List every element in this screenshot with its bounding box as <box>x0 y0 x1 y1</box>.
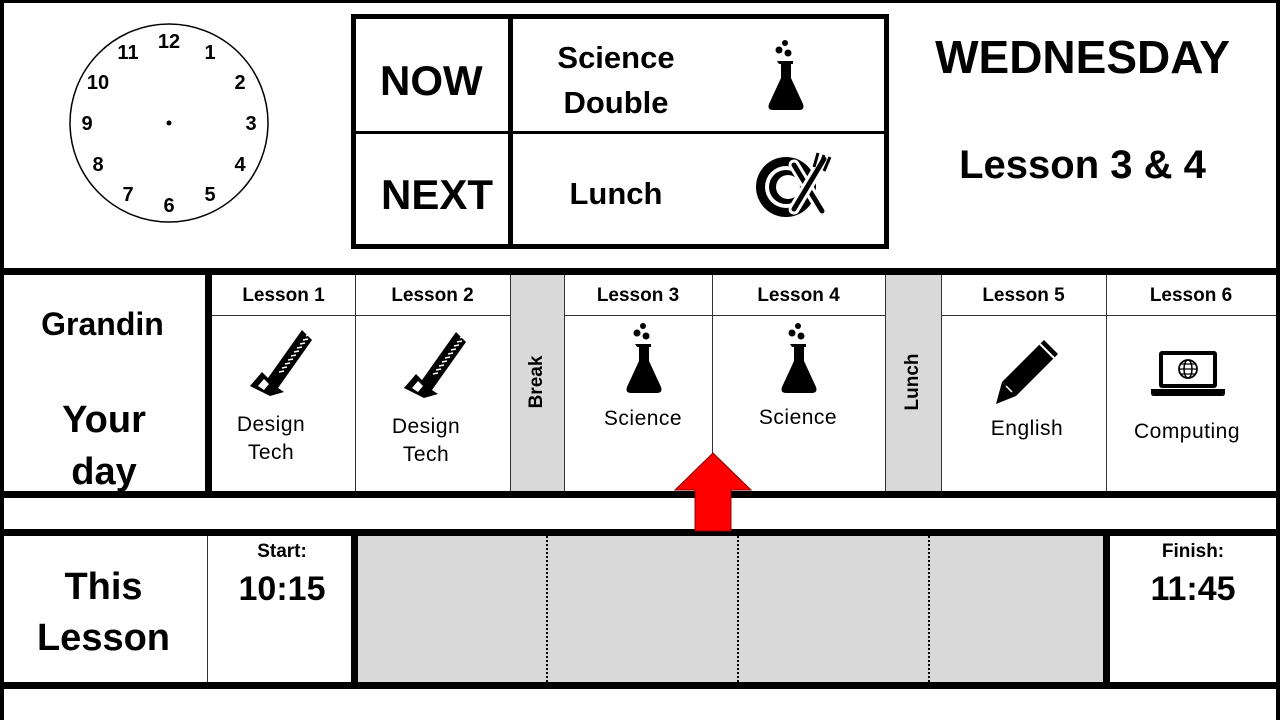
divider <box>0 529 1280 536</box>
lesson-header: Lesson 4 <box>757 285 840 306</box>
finish-time: 11:45 <box>1150 570 1236 608</box>
lesson-subject: Design Tech <box>391 415 461 466</box>
clock-number: 9 <box>81 113 92 135</box>
divider <box>0 682 1280 689</box>
start-label: Start: <box>257 541 307 562</box>
lesson-subject: Design Tech <box>236 413 306 464</box>
lesson-header: Lesson 1 <box>242 285 325 306</box>
plate-cutlery-icon <box>756 152 832 217</box>
clock-number: 6 <box>163 195 174 217</box>
lunch-column <box>885 275 941 491</box>
lesson-header: Lesson 3 <box>596 285 680 306</box>
clock-number: 7 <box>122 184 133 206</box>
laptop-icon <box>1151 351 1225 396</box>
clock-number: 10 <box>87 72 109 94</box>
flask-icon <box>626 323 662 393</box>
break-label: Break <box>526 355 547 409</box>
lesson-header: Lesson 5 <box>982 285 1065 306</box>
lesson-header: Lesson 2 <box>391 285 474 306</box>
clock-number: 5 <box>204 184 215 206</box>
pencil-icon <box>996 340 1058 404</box>
lesson-subject: Computing <box>1133 420 1241 443</box>
lesson-subject: Science <box>758 406 838 429</box>
clock-number: 8 <box>92 154 103 176</box>
now-label: NOW <box>380 57 483 104</box>
next-label: NEXT <box>381 171 494 218</box>
clock-number: 4 <box>234 154 246 176</box>
lesson-subject: Science <box>603 407 683 430</box>
clock-number: 2 <box>234 72 245 94</box>
saw-icon <box>404 332 466 398</box>
flask-icon <box>781 323 817 393</box>
day-name: WEDNESDAY <box>935 31 1230 83</box>
clock-number: 1 <box>204 42 215 64</box>
lesson-subject: English <box>990 417 1064 440</box>
divider <box>0 491 1280 498</box>
start-time: 10:15 <box>238 570 326 608</box>
day-lessons: Lesson 3 & 4 <box>959 143 1206 187</box>
lesson-header: Lesson 6 <box>1149 285 1233 306</box>
student-name: Grandin <box>41 306 164 342</box>
next-subject: Lunch <box>569 176 663 211</box>
clock-number: 3 <box>245 113 256 135</box>
saw-icon <box>250 330 312 396</box>
up-arrow-icon <box>674 452 752 532</box>
finish-label: Finish: <box>1161 541 1225 562</box>
break-column <box>510 275 564 491</box>
lesson-progress-track <box>358 536 1103 682</box>
this-lesson-label: This Lesson <box>36 566 171 659</box>
lunch-label: Lunch <box>902 353 923 411</box>
now-subject: Science Double <box>557 40 675 120</box>
flask-icon <box>768 40 804 110</box>
divider <box>0 268 1280 275</box>
now-next-panel: NOW NEXT Science Double Lunch <box>351 14 889 249</box>
your-day-caption: Your day <box>62 399 146 493</box>
clock-number: 11 <box>117 42 138 64</box>
clock-number: 12 <box>158 31 180 53</box>
